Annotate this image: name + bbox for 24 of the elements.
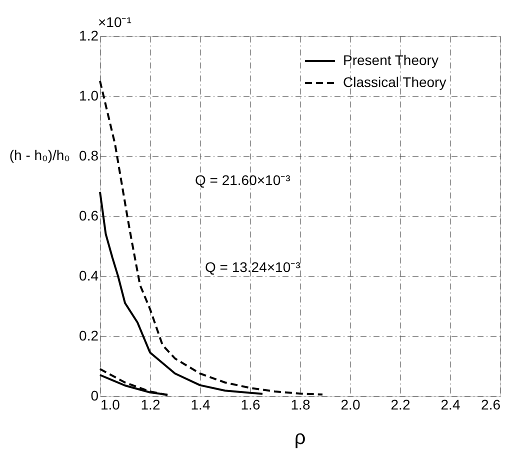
y-axis-title: (h - h₀)/h₀ [9,147,70,163]
annotation: Q = 13.24×10⁻³ [205,259,301,275]
line-series [99,80,324,396]
annotation: Q = 21.60×10⁻³ [195,172,291,188]
y-tick-label: 0.8 [79,148,99,164]
y-tick-label: 0.2 [79,328,99,344]
x-tick-label: 2.0 [340,396,360,412]
x-axis-title: ρ [294,427,306,449]
x-tick-label: 2.6 [481,396,501,412]
x-tick-label: 1.4 [190,396,210,412]
x-tick-label: 2.4 [440,396,460,412]
y-tick-label: 1.2 [79,28,99,44]
x-tick-label: 1.2 [140,396,160,412]
x-tick-label: 1.8 [290,396,310,412]
y-tick-label: 1.0 [79,88,99,104]
x-tick-label: 2.2 [390,396,410,412]
y-tick-label: 0.4 [79,268,99,284]
x-tick-label: 1.6 [240,396,260,412]
legend-label: Classical Theory [343,74,446,90]
x-tick-label: 1.0 [100,396,120,412]
y-tick-label: 0 [90,388,99,404]
y-tick-label: 0.6 [79,208,99,224]
legend-label: Present Theory [343,52,438,68]
text: ×10⁻¹ [98,14,132,30]
